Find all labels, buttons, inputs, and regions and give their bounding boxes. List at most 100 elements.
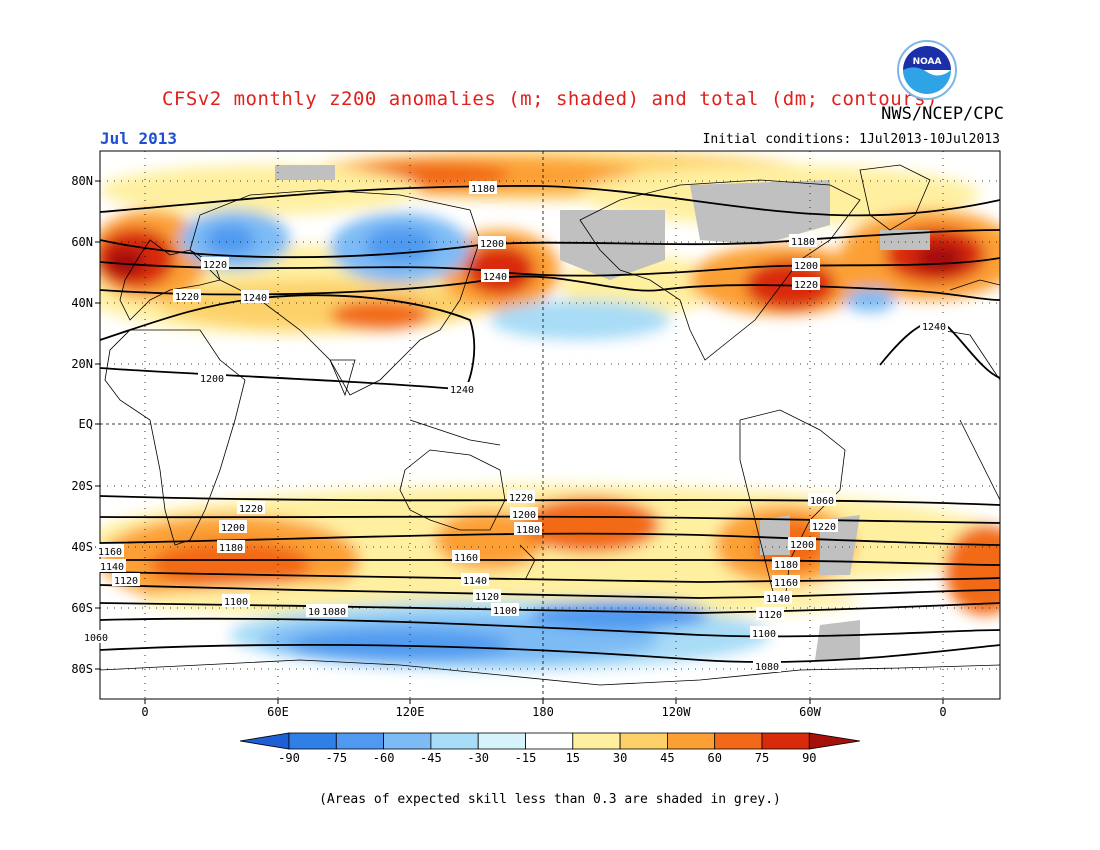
contour-label: 1160 — [98, 547, 122, 558]
lon-tick-label: 120E — [396, 705, 425, 719]
contour-label-bg — [241, 290, 269, 303]
contour-label-bg — [82, 630, 110, 643]
contour-label-bg — [173, 289, 201, 302]
contour-label: 1060 — [84, 633, 108, 644]
map-frame — [99, 150, 1001, 700]
anomaly-shading — [100, 151, 1000, 699]
colorbar-swatch — [335, 732, 384, 750]
footnote: (Areas of expected skill less than 0.3 a… — [319, 792, 781, 807]
colorbar-label: -45 — [420, 751, 442, 765]
contour-label: 1120 — [758, 610, 782, 621]
lat-tick-label: 60S — [71, 601, 93, 615]
contour-label: 1180 — [219, 543, 243, 554]
colorbar-label: 90 — [802, 751, 816, 765]
colorbar-label: 75 — [755, 751, 769, 765]
contour-label: 1220 — [509, 493, 533, 504]
colorbar-label: -90 — [278, 751, 300, 765]
contour-label: 1200 — [480, 239, 504, 250]
contour-label-bg — [772, 557, 800, 570]
contour-label: 1120 — [114, 576, 138, 587]
contour-label: 1200 — [200, 374, 224, 385]
contour-label-bg — [452, 550, 480, 563]
lat-tick-label: 60N — [71, 235, 93, 249]
contour-label-bg — [217, 540, 245, 553]
contour-label: 1200 — [794, 261, 818, 272]
longitude-labels: 0 60E 120E 180 120W 60W 0 — [141, 699, 947, 719]
contour-label-bg — [237, 501, 265, 514]
contour-label: 1240 — [450, 385, 474, 396]
colorbar-arrow-right — [808, 732, 861, 750]
contour-label: 1120 — [475, 592, 499, 603]
contour-label-bg — [96, 544, 124, 557]
agency-label: NWS/NCEP/CPC — [881, 104, 1004, 124]
contour-label: 1100 — [752, 629, 776, 640]
colorbar-swatch — [619, 732, 668, 750]
contour-label: 1160 — [774, 578, 798, 589]
contour-label-bg — [808, 493, 836, 506]
contour-label-bg — [201, 257, 229, 270]
contour-label: 1080 — [322, 607, 346, 618]
contour-label-bg — [448, 382, 476, 395]
lat-tick-label: 20N — [71, 357, 93, 371]
contour-labels: 1180 1200 1220 1240 1240 1240 1200 1220 1180 1200… — [82, 181, 948, 673]
colorbar-label: -15 — [515, 751, 537, 765]
lat-tick-label: 20S — [71, 479, 93, 493]
contour-label-bg — [222, 594, 250, 607]
contour-label-bg — [753, 659, 781, 672]
contour-label: 1160 — [454, 553, 478, 564]
colorbar-label: -30 — [467, 751, 489, 765]
noaa-logo: NOAA — [897, 40, 957, 100]
gridlines — [100, 151, 1000, 699]
height-contours — [100, 185, 1000, 663]
latitude-labels: 80N 60N 40N 20N EQ 20S 40S 60S 80S — [71, 174, 100, 676]
low-skill-mask — [275, 165, 930, 660]
contour-label-bg — [756, 607, 784, 620]
contour-label-bg — [507, 490, 535, 503]
lon-tick-label: 60E — [267, 705, 289, 719]
contour-label: 1200 — [221, 523, 245, 534]
lat-tick-label: 80N — [71, 174, 93, 188]
contour-label: 1080 — [755, 662, 779, 673]
chart-title: CFSv2 monthly z200 anomalies (m; shaded)… — [161, 88, 939, 110]
colorbar-swatch — [383, 732, 432, 750]
lon-tick-label: 60W — [799, 705, 821, 719]
contour-label: 1180 — [774, 560, 798, 571]
colorbar-swatch — [525, 732, 574, 750]
lat-tick-label: 40S — [71, 540, 93, 554]
lat-tick-label: EQ — [79, 417, 93, 431]
contour-label-bg — [198, 371, 226, 384]
contour-label-bg — [510, 507, 538, 520]
lon-tick-label: 120W — [662, 705, 692, 719]
contour-label: 1180 — [471, 184, 495, 195]
colorbar-swatch — [477, 732, 526, 750]
contour-label-bg — [219, 520, 247, 533]
contour-label: 1100 — [224, 597, 248, 608]
contour-label: 1220 — [203, 260, 227, 271]
contour-label: 1100 — [493, 606, 517, 617]
contour-label-bg — [788, 537, 816, 550]
contour-label: 1140 — [766, 594, 790, 605]
colorbar-swatch — [288, 732, 337, 750]
contour-label-bg — [792, 277, 820, 290]
lon-tick-label: 180 — [532, 705, 554, 719]
contour-label-bg — [112, 573, 140, 586]
lat-tick-label: 40N — [71, 296, 93, 310]
contour-label: 1140 — [100, 562, 124, 573]
contour-label: 1180 — [516, 525, 540, 536]
contour-label-bg — [514, 522, 542, 535]
contour-label-bg — [792, 258, 820, 271]
contour-label: 1240 — [483, 272, 507, 283]
colorbar-swatch — [572, 732, 621, 750]
contour-label-bg — [772, 575, 800, 588]
contour-label: 1240 — [922, 322, 946, 333]
colorbar-arrow-left — [239, 732, 290, 750]
lat-tick-label: 80S — [71, 662, 93, 676]
colorbar: -90 -75 -60 -45 -30 -15 15 30 45 60 75 90 — [239, 732, 861, 765]
logo-text: NOAA — [913, 57, 942, 67]
contour-label: 1200 — [512, 510, 536, 521]
contour-label-bg — [750, 626, 778, 639]
contour-label-bg — [469, 181, 497, 194]
contour-label-bg — [764, 591, 792, 604]
contour-label: 1200 — [790, 540, 814, 551]
